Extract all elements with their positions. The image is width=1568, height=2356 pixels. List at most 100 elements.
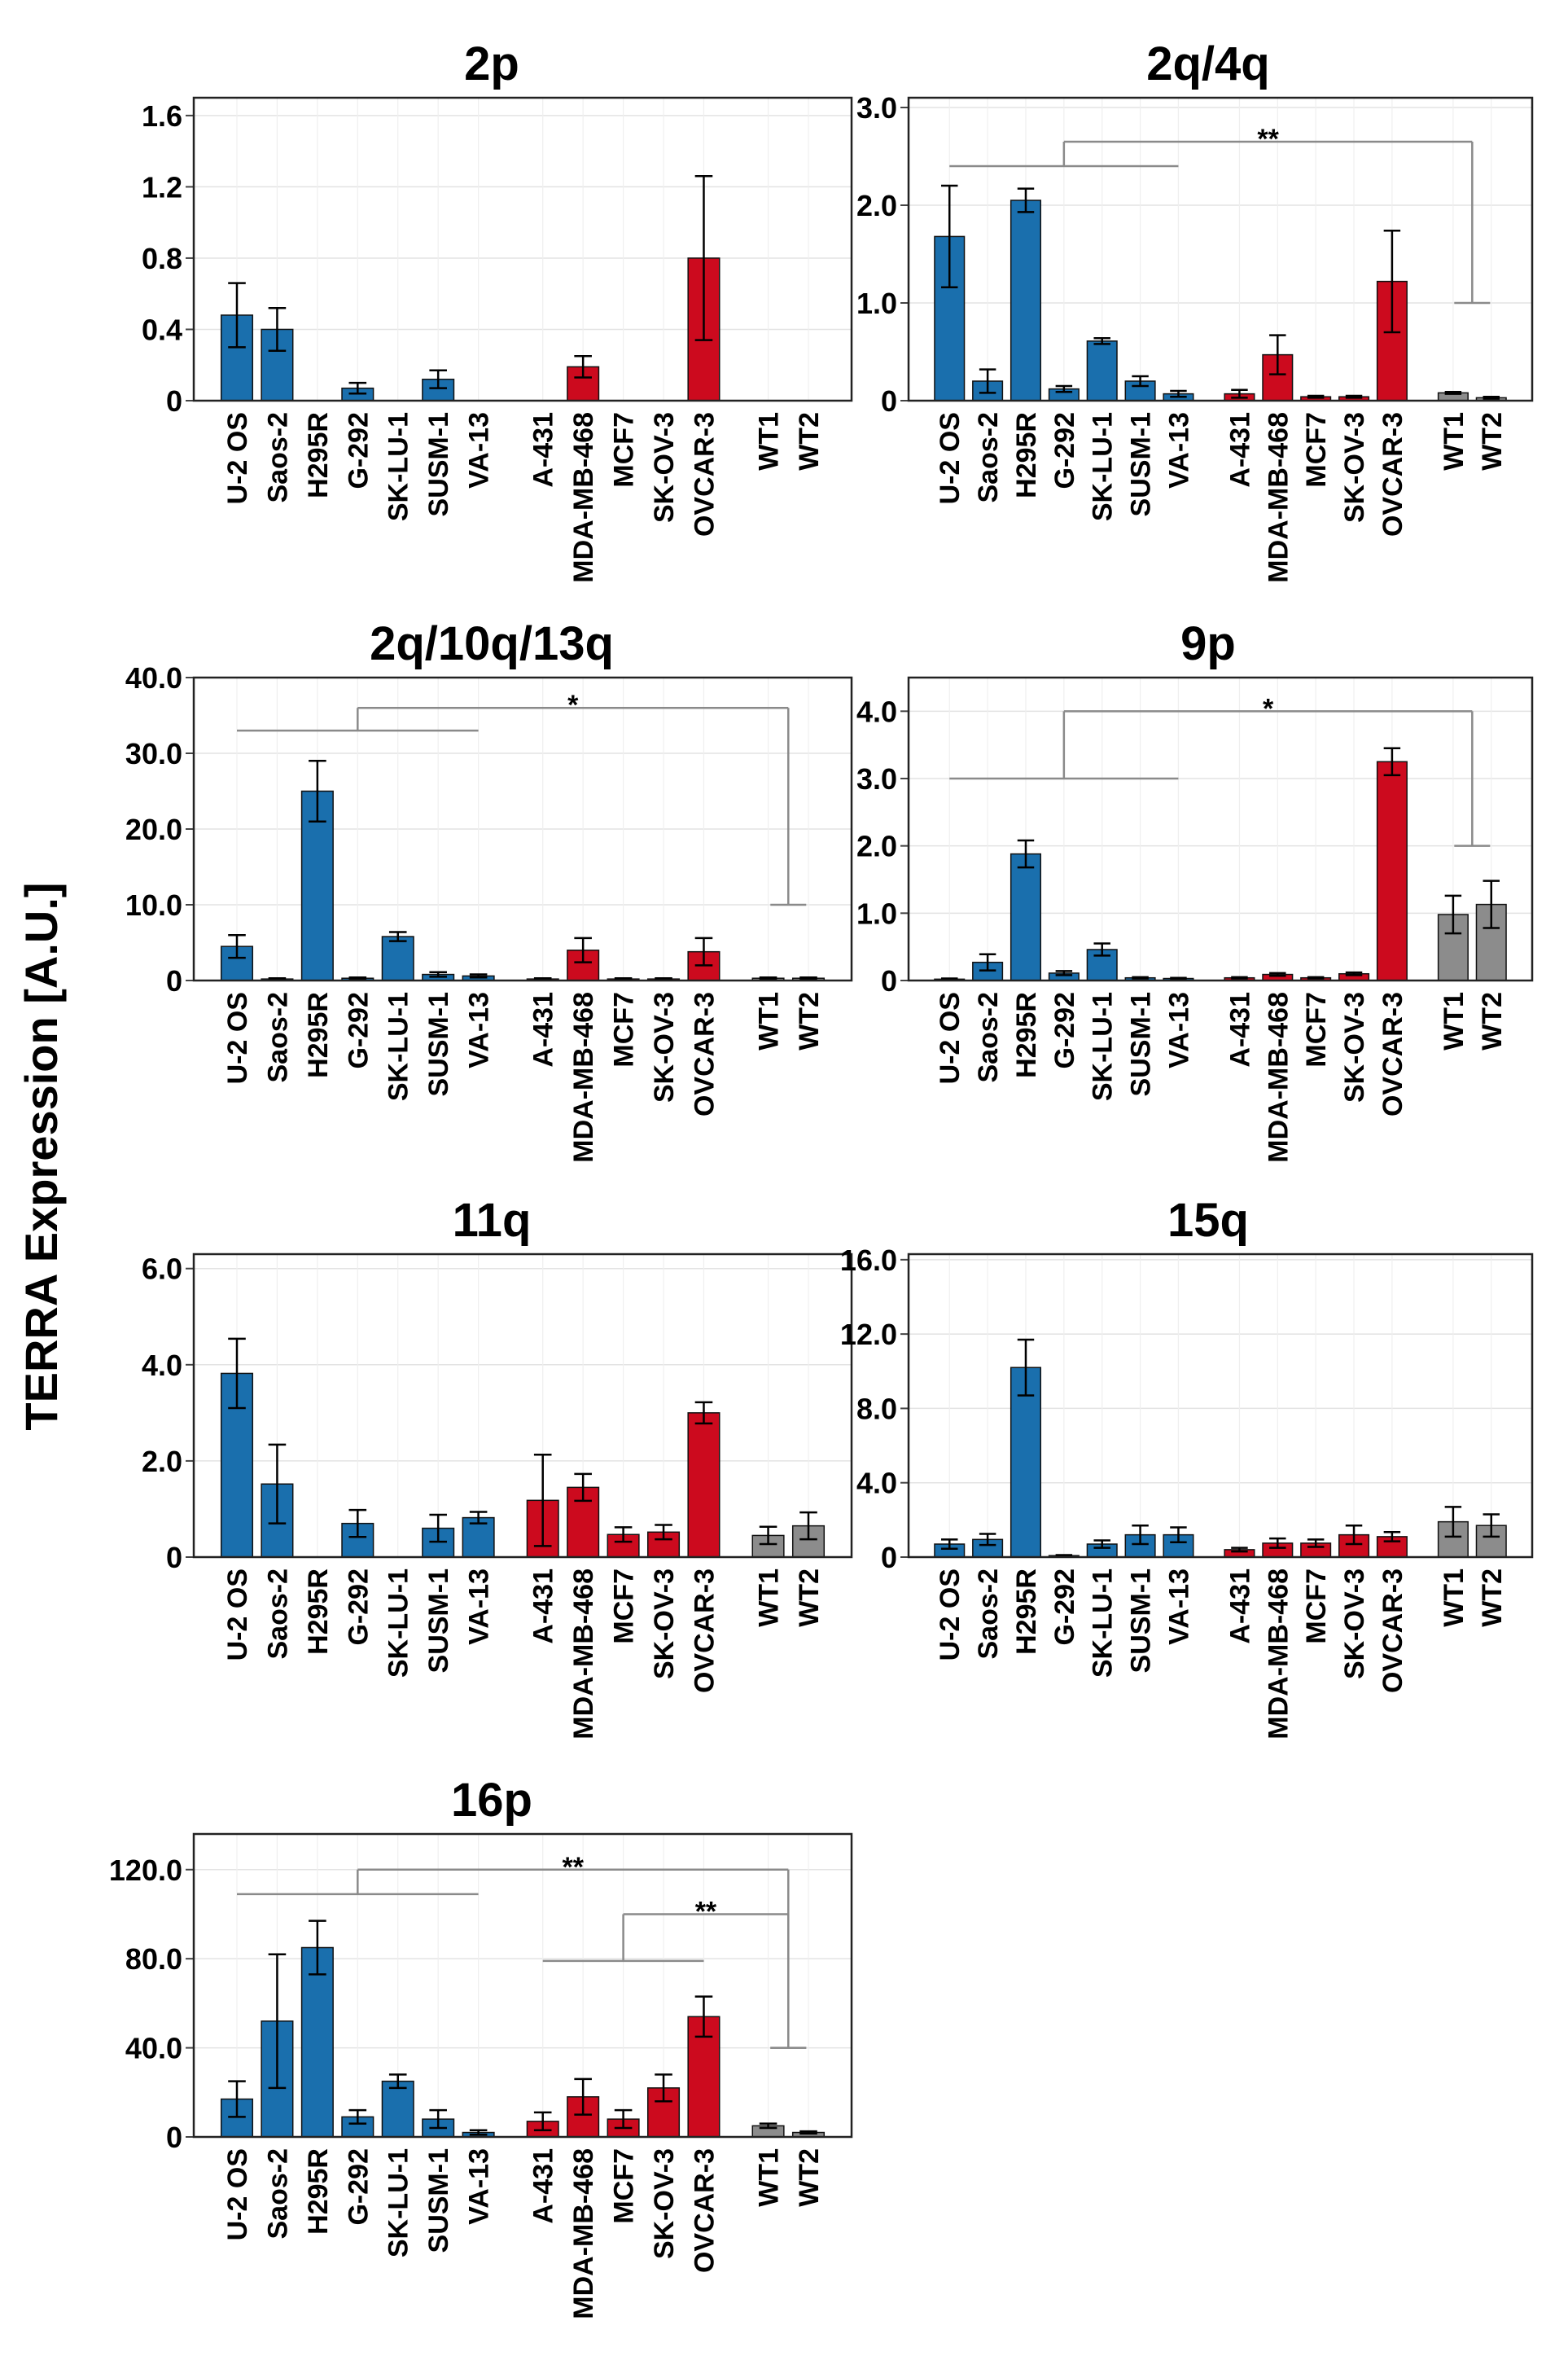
error-bar-mda-mb-468 [574,355,592,379]
x-tick-label: WT2 [1477,992,1508,1051]
error-bar-u-2-os [228,933,246,959]
error-bar-susm-1 [429,2108,447,2130]
error-bar-va-13 [469,2129,488,2136]
x-tick-label: G-292 [1049,412,1080,489]
x-tick-label: SUSM-1 [1126,412,1157,516]
significance-label: ** [563,1852,585,1883]
x-tick-label: U-2 OS [222,412,253,504]
error-bar-wt1 [759,976,777,981]
x-tick-label: SUSM-1 [423,412,454,516]
x-tick-label: Saos-2 [973,1568,1004,1660]
y-tick-label: 16.0 [840,1244,897,1277]
error-bar-u-2-os [228,282,246,349]
panel-15q: 15q 0 4.0 8.0 12.0 16.0 U-2 OS Saos-2 H295R G-292… [840,1194,1534,1740]
error-bar-wt1 [1444,894,1462,935]
x-tick-label: VA-13 [464,992,495,1068]
bar-h295r [300,1946,334,2138]
bar-sk-lu-1 [381,936,414,981]
x-tick-label: WT1 [754,992,785,1051]
x-tick-label: WT1 [754,1568,785,1627]
error-bar-u-2-os [941,1538,958,1550]
x-tick-label: SK-OV-3 [1339,412,1370,523]
x-tick-label: WT1 [1439,1568,1469,1627]
x-tick-label: MCF7 [609,2148,640,2224]
x-tick-label: OVCAR-3 [689,2148,720,2273]
error-bar-mcf7 [1307,976,1325,980]
x-tick-label: MCF7 [609,412,640,488]
error-bar-sk-lu-1 [1093,336,1110,345]
x-tick-label: SK-OV-3 [1339,992,1370,1103]
plot-frame [907,1253,1534,1559]
x-tick-label: MDA-MB-468 [568,992,599,1163]
x-tick-label: Saos-2 [262,412,293,503]
x-tick-label: U-2 OS [935,992,966,1084]
x-tick-label: SK-LU-1 [383,2148,414,2257]
x-tick-label: A-431 [528,2148,559,2224]
significance-label: ** [695,1896,717,1927]
chart-title: 16p [451,1774,532,1827]
x-tick-label: WT2 [794,412,825,471]
x-tick-label: MDA-MB-468 [1263,412,1294,583]
error-bar-ovcar-3 [1383,1530,1401,1542]
error-bar-g-292 [348,381,367,395]
error-bar-mcf7 [1307,1538,1325,1548]
x-tick-label: H295R [1011,412,1042,498]
x-tick-label: Saos-2 [262,1568,293,1660]
x-tick-label: U-2 OS [222,2148,253,2240]
error-bar-va-13 [469,1511,488,1525]
error-bar-va-13 [1170,976,1187,981]
x-tick-label: SK-OV-3 [649,1568,680,1679]
error-bar-wt2 [1483,395,1500,400]
x-tick-label: H295R [303,412,334,498]
x-tick-label: A-431 [1224,412,1255,488]
error-bar-ovcar-3 [694,937,713,967]
error-bar-a-431 [1231,388,1248,399]
x-tick-label: WT1 [1439,992,1469,1051]
error-bar-mda-mb-468 [574,937,592,963]
error-bar-ovcar-3 [1383,229,1401,334]
bar-ovcar-3 [1376,761,1408,981]
significance-label: * [567,690,579,721]
y-tick-label: 0.8 [142,242,182,275]
error-bar-sk-lu-1 [388,2073,407,2090]
bar-h295r [1010,853,1042,981]
y-tick-label: 6.0 [142,1253,182,1286]
x-tick-label: SK-LU-1 [383,412,414,521]
error-bar-g-292 [348,976,367,981]
x-tick-label: H295R [303,992,334,1078]
x-tick-label: Saos-2 [262,992,293,1083]
error-bar-susm-1 [1132,375,1149,388]
error-bar-susm-1 [1132,976,1149,980]
y-tick-label: 1.2 [142,170,182,204]
error-bar-g-292 [1055,970,1073,976]
x-tick-label: U-2 OS [935,412,966,504]
error-bar-sk-lu-1 [1093,1539,1110,1549]
y-tick-label: 0 [881,964,897,998]
error-bar-saos-2 [268,1443,287,1525]
x-tick-label: U-2 OS [222,992,253,1084]
bar-ovcar-3 [687,1412,720,1558]
error-bar-sk-ov-3 [655,2073,672,2103]
error-bar-wt1 [759,1525,777,1546]
error-bar-wt1 [1444,1506,1462,1538]
x-tick-label: SK-OV-3 [1339,1568,1370,1679]
x-tick-label: SK-LU-1 [1088,1568,1119,1678]
y-tick-label: 0 [881,1541,897,1574]
error-bar-sk-ov-3 [1345,971,1363,976]
x-tick-label: MDA-MB-468 [1263,992,1294,1163]
error-bar-g-292 [348,1508,367,1538]
x-tick-label: WT1 [754,2148,785,2207]
chart-title: 15q [1167,1194,1249,1247]
x-tick-label: MDA-MB-468 [568,2148,599,2319]
error-bar-wt2 [799,2130,817,2135]
error-bar-g-292 [1055,384,1073,393]
x-tick-label: VA-13 [1163,412,1194,489]
x-tick-label: MDA-MB-468 [568,412,599,583]
x-tick-label: G-292 [343,992,374,1069]
chart-title: 9p [1180,617,1236,670]
plot-frame [907,676,1534,982]
x-tick-label: WT1 [754,412,785,471]
panel-2q-4q: 2q/4q 0 1.0 2.0 3.0 U-2 OS Saos-2 H295R G-292 SK-… [856,37,1534,583]
x-tick-label: MCF7 [1301,412,1332,488]
error-bar-sk-ov-3 [1345,1524,1363,1546]
